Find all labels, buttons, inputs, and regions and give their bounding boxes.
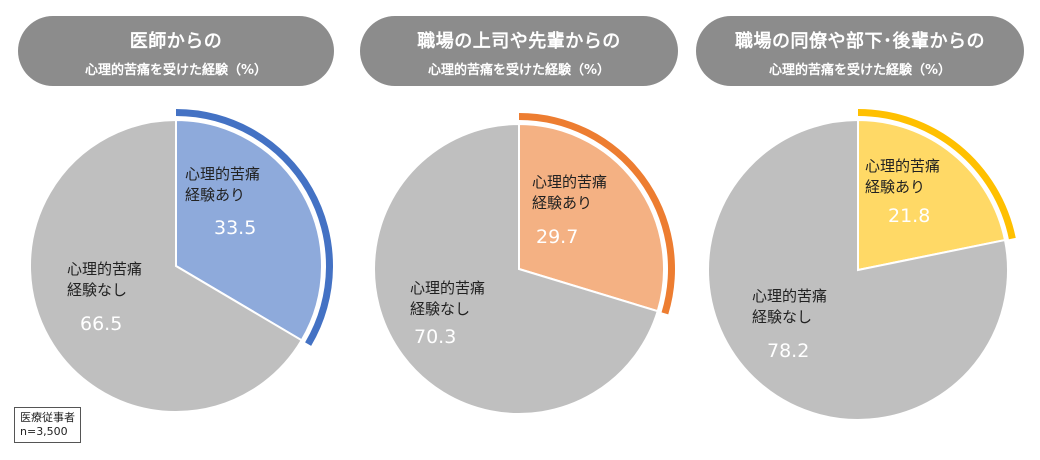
slice-value-no: 78.2 <box>767 340 810 362</box>
panel-subtitle: 心理的苦痛を受けた経験（%） <box>84 63 268 78</box>
pie-slice-yes <box>857 118 1007 272</box>
note-line2: n=3,500 <box>20 425 68 438</box>
slice-value-yes: 21.8 <box>888 205 931 227</box>
pie-slice-no <box>29 118 304 413</box>
pie-panel-doctor: 医師からの 心理的苦痛を受けた経験（%） 心理的苦痛 経験あり 33.5 心理的… <box>0 0 340 460</box>
panel-header: 医師からの 心理的苦痛を受けた経験（%） <box>18 16 334 86</box>
slice-label-no: 心理的苦痛 経験なし <box>752 287 828 326</box>
panel-title: 職場の同僚や部下･後輩からの <box>735 31 985 52</box>
pie-slice-yes <box>175 118 323 342</box>
pie-highlight-arc <box>858 109 1016 240</box>
slice-value-yes: 29.7 <box>536 226 579 248</box>
slice-value-no: 70.3 <box>414 326 457 348</box>
pie-highlight-arc <box>176 109 333 346</box>
pie-slice-no <box>373 122 659 415</box>
slice-label-no: 心理的苦痛 経験なし <box>67 260 143 299</box>
pie-panel-supervisor: 職場の上司や先輩からの 心理的苦痛を受けた経験（%） 心理的苦痛 経験あり 29… <box>342 0 682 460</box>
pie-panel-colleague: 職場の同僚や部下･後輩からの 心理的苦痛を受けた経験（%） 心理的苦痛 経験あり… <box>682 0 1024 460</box>
panel-subtitle: 心理的苦痛を受けた経験（%） <box>427 63 611 78</box>
pie-chart <box>373 113 675 415</box>
panel-header: 職場の上司や先輩からの 心理的苦痛を受けた経験（%） <box>360 16 678 86</box>
pie-slice-yes <box>518 122 665 313</box>
sample-note: 医療従事者 n=3,500 <box>14 407 81 443</box>
pie-slice-no <box>707 118 1009 421</box>
panel-title: 職場の上司や先輩からの <box>417 31 621 52</box>
slice-label-no: 心理的苦痛 経験なし <box>410 279 486 318</box>
slice-label-yes: 心理的苦痛 経験あり <box>532 173 608 212</box>
panel-title: 医師からの <box>129 31 223 52</box>
slice-label-yes: 心理的苦痛 経験あり <box>865 157 941 196</box>
slice-value-yes: 33.5 <box>214 217 257 239</box>
slice-label-yes: 心理的苦痛 経験あり <box>185 165 261 204</box>
pie-chart <box>707 109 1016 421</box>
pie-chart <box>29 109 333 413</box>
panel-subtitle: 心理的苦痛を受けた経験（%） <box>768 63 952 78</box>
note-line1: 医療従事者 <box>20 411 75 424</box>
slice-value-no: 66.5 <box>80 313 123 335</box>
panel-header: 職場の同僚や部下･後輩からの 心理的苦痛を受けた経験（%） <box>696 16 1024 86</box>
